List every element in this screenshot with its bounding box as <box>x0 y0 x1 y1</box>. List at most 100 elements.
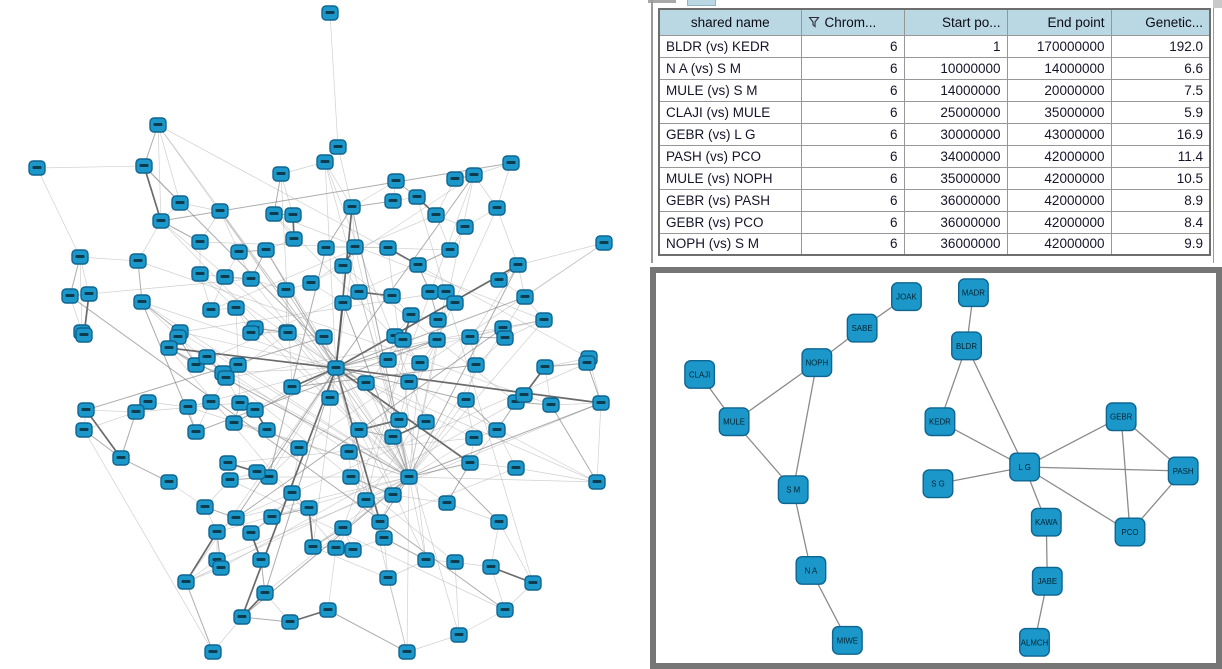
network-node-label <box>494 278 504 281</box>
table-row[interactable]: CLAJI (vs) MULE 6 25000000 35000000 5.9 <box>658 100 1211 124</box>
table-cell: 10.5 <box>1110 166 1211 190</box>
network-node-label <box>202 355 212 358</box>
network-edge <box>335 367 602 404</box>
node-s-g[interactable] <box>922 469 954 499</box>
network-node-label <box>285 620 295 623</box>
node-n-a[interactable] <box>795 555 827 585</box>
network-node-label: KEDR <box>929 418 951 427</box>
network-node-label <box>350 245 360 248</box>
network-edge <box>408 402 602 478</box>
table-row[interactable]: MULE (vs) S M 6 14000000 20000000 7.5 <box>658 78 1211 102</box>
node-s-m[interactable] <box>777 475 809 505</box>
network-node-label <box>131 410 141 413</box>
node-bldr[interactable] <box>951 331 982 361</box>
network-edge <box>179 291 447 333</box>
network-edge <box>229 479 506 611</box>
network-node-label <box>231 306 241 309</box>
network-node-label <box>361 381 371 384</box>
node-jabe[interactable] <box>1031 566 1063 596</box>
network-node-label: PASH <box>1173 467 1194 476</box>
network-node-label <box>528 581 538 584</box>
network-node-label <box>288 213 298 216</box>
network-node-label <box>65 294 75 297</box>
network-edge <box>408 476 427 561</box>
table-row[interactable]: GEBR (vs) PCO 6 36000000 42000000 8.4 <box>658 210 1211 234</box>
network-edge[interactable] <box>965 345 1026 468</box>
network-node-label <box>181 580 191 583</box>
table-row[interactable]: NOPH (vs) S M 6 36000000 42000000 9.9 <box>658 232 1211 256</box>
network-detail-canvas[interactable]: JOAK MADR SABE NOPH BLDR CLAJI MULE KEDR GEBR L G… <box>656 273 1216 663</box>
column-header-end-point[interactable]: End point <box>1006 8 1112 36</box>
network-node-label <box>221 376 231 379</box>
table-cell: 35000000 <box>1006 100 1112 124</box>
network-edge <box>335 362 421 369</box>
network-edge <box>550 404 598 483</box>
table-cell: 36000000 <box>903 188 1008 212</box>
table-cell: 170000000 <box>1006 34 1112 58</box>
table-row[interactable]: PASH (vs) PCO 6 34000000 42000000 11.4 <box>658 144 1211 168</box>
network-node-label <box>492 428 502 431</box>
network-edge[interactable] <box>1120 416 1131 533</box>
node-joak[interactable] <box>890 282 922 312</box>
network-node-label <box>404 475 414 478</box>
network-node-label <box>344 450 354 453</box>
network-edge <box>335 302 344 369</box>
network-edge <box>168 347 410 478</box>
network-node-label: KAWA <box>1035 518 1058 527</box>
table-row[interactable]: MULE (vs) NOPH 6 35000000 42000000 10.5 <box>658 166 1211 190</box>
column-header-chromosome[interactable]: Chrom... <box>800 8 905 36</box>
node-kawa[interactable] <box>1030 507 1062 537</box>
network-edge <box>335 296 526 369</box>
network-node-label <box>398 338 408 341</box>
table-cell: MULE (vs) NOPH <box>658 166 802 190</box>
node-madr[interactable] <box>957 278 989 308</box>
network-overview-canvas[interactable] <box>0 0 648 669</box>
node-sabe[interactable] <box>846 313 878 343</box>
network-edge <box>273 213 545 321</box>
column-header-start-point[interactable]: Start po... <box>903 8 1008 36</box>
table-scrollbar[interactable] <box>1213 8 1222 263</box>
funnel-icon[interactable] <box>807 16 820 28</box>
table-cell: 42000000 <box>1006 188 1112 212</box>
node-kedr[interactable] <box>924 407 956 437</box>
column-header-shared-name[interactable]: shared name <box>658 8 802 36</box>
network-edge[interactable] <box>1024 466 1184 472</box>
table-cell: 35000000 <box>903 166 1008 190</box>
node-claji[interactable] <box>684 359 716 389</box>
network-edge <box>517 242 605 266</box>
node-gebr[interactable] <box>1105 402 1137 432</box>
network-node-label <box>133 259 143 262</box>
network-node-label <box>513 263 523 266</box>
node-pco[interactable] <box>1114 517 1146 547</box>
network-edge <box>335 367 408 653</box>
node-almch[interactable] <box>1019 627 1050 657</box>
network-node-label <box>450 301 460 304</box>
node-pash[interactable] <box>1167 456 1199 486</box>
node-l-g[interactable] <box>1009 452 1041 482</box>
table-cell: 14000000 <box>1006 56 1112 80</box>
network-edge <box>335 367 400 421</box>
network-node-label <box>338 301 348 304</box>
network-edge <box>398 419 410 478</box>
network-edge[interactable] <box>1024 416 1122 468</box>
table-row[interactable]: N A (vs) S M 6 10000000 14000000 6.6 <box>658 56 1211 80</box>
right-column: shared name Chrom... Start po... End point G… <box>648 0 1222 669</box>
table-row[interactable]: GEBR (vs) PASH 6 36000000 42000000 8.9 <box>658 188 1211 212</box>
network-edge <box>85 336 325 411</box>
network-edge <box>454 561 460 636</box>
table-cell: 6 <box>800 56 905 80</box>
network-node-label <box>425 290 435 293</box>
network-node-label <box>234 250 244 253</box>
table-tab-stub[interactable] <box>687 0 716 6</box>
node-noph[interactable] <box>801 348 833 378</box>
node-miwe[interactable] <box>831 625 863 655</box>
network-node-label: NOPH <box>805 359 828 368</box>
table-row[interactable]: BLDR (vs) KEDR 6 1 170000000 192.0 <box>658 34 1211 58</box>
node-mule[interactable] <box>718 407 750 437</box>
network-edge[interactable] <box>792 362 818 490</box>
network-node-label: MULE <box>723 418 745 427</box>
table-row[interactable]: GEBR (vs) L G 6 30000000 43000000 16.9 <box>658 122 1211 146</box>
network-edge <box>335 367 427 561</box>
column-header-genetic[interactable]: Genetic... <box>1110 8 1211 36</box>
network-edge[interactable] <box>1024 466 1131 533</box>
